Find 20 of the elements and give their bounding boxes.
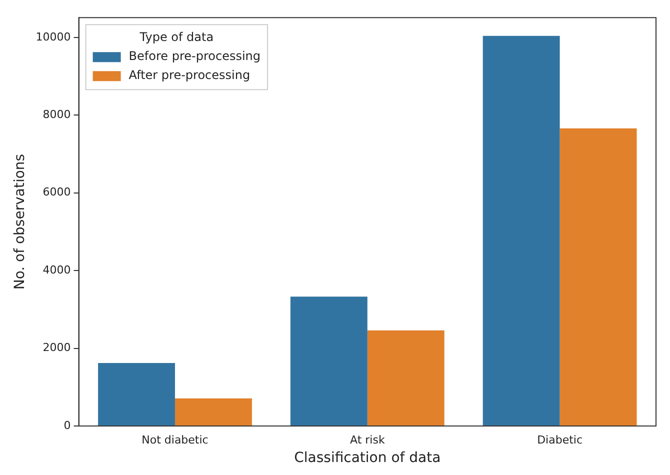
x-tick-label: At risk [350, 433, 386, 446]
bar [174, 398, 252, 426]
y-tick-label: 2000 [42, 341, 71, 354]
bar [560, 128, 637, 426]
bar [367, 330, 444, 426]
legend-label: Before pre-processing [128, 49, 261, 64]
y-tick-label: 4000 [42, 263, 71, 276]
y-tick-label: 6000 [42, 186, 71, 199]
y-tick-label: 8000 [42, 108, 71, 121]
y-tick-label: 10000 [36, 30, 71, 44]
legend-title: Type of data [138, 30, 214, 44]
bar [290, 296, 368, 426]
y-tick-label: 0 [64, 418, 71, 432]
bar [98, 363, 175, 426]
x-tick-label: Not diabetic [142, 433, 208, 446]
x-tick-label: Diabetic [537, 433, 583, 446]
legend-label: After pre-processing [128, 68, 250, 82]
x-axis-title: Classification of data [294, 450, 441, 466]
y-axis-title: No. of observations [12, 154, 28, 290]
bar [482, 36, 560, 426]
